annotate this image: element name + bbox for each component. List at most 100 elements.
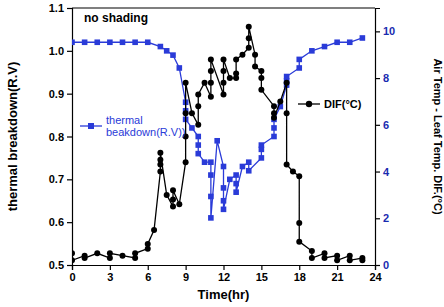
data-point — [195, 122, 201, 128]
tick-mark — [186, 265, 187, 270]
tick: 4 — [375, 166, 390, 178]
tick-mark — [261, 265, 262, 270]
data-point — [195, 91, 201, 97]
tick-mark — [375, 125, 380, 126]
tick-label: 12 — [218, 271, 230, 283]
data-point — [183, 159, 189, 165]
data-point — [259, 155, 265, 161]
tick: 1.1 — [49, 2, 72, 14]
plot-area: 036912151821240.50.60.70.80.91.01.102468… — [49, 2, 396, 283]
data-point — [221, 207, 227, 213]
tick-label: 18 — [294, 271, 306, 283]
data-point — [208, 172, 214, 178]
tick-label: 0.9 — [49, 88, 64, 100]
data-point — [227, 75, 233, 81]
tick-label: 15 — [256, 271, 268, 283]
data-point — [208, 68, 214, 74]
legend-item: DIF(°C) — [298, 98, 362, 110]
data-point — [296, 239, 302, 245]
tick-label: 24 — [369, 271, 382, 283]
data-point — [221, 164, 227, 170]
tick: 18 — [294, 265, 306, 283]
data-point — [120, 253, 126, 259]
tick-mark — [67, 179, 72, 180]
data-point — [189, 110, 195, 116]
data-point — [221, 80, 227, 86]
tick-mark — [375, 171, 380, 172]
tick-mark — [375, 265, 380, 266]
data-point — [221, 68, 227, 74]
tick: 0.7 — [49, 173, 72, 185]
data-point — [145, 39, 151, 45]
data-point — [233, 189, 239, 195]
data-point — [258, 68, 264, 74]
tick-label: 9 — [183, 271, 189, 283]
data-point — [82, 255, 88, 261]
data-point — [246, 45, 252, 51]
data-point — [221, 198, 227, 204]
data-point — [252, 63, 258, 69]
tick: 9 — [183, 265, 189, 283]
data-point — [195, 103, 201, 109]
data-point — [360, 35, 366, 41]
x-axis-line — [73, 266, 376, 271]
data-point — [239, 52, 245, 58]
data-point — [296, 57, 302, 63]
tick-label: 0.7 — [49, 173, 64, 185]
data-point — [170, 187, 176, 193]
data-point — [72, 250, 75, 256]
tick-mark — [375, 31, 380, 32]
tick: 6 — [375, 119, 389, 131]
data-point — [195, 142, 201, 148]
data-layer — [72, 24, 365, 264]
data-point — [221, 185, 227, 191]
data-point — [208, 194, 214, 200]
data-point — [284, 74, 290, 80]
tick: 12 — [218, 265, 230, 283]
data-point — [284, 162, 290, 168]
tick-label: 10 — [383, 25, 395, 37]
tick-mark — [67, 51, 72, 52]
tick-label: 6 — [145, 271, 151, 283]
data-point — [309, 48, 315, 54]
data-point — [195, 151, 201, 157]
tick: 0.6 — [49, 216, 72, 228]
data-point — [189, 125, 195, 131]
y2-axis-line — [376, 9, 381, 266]
series-line — [72, 38, 362, 218]
data-point — [72, 257, 75, 263]
data-point — [170, 197, 176, 203]
tick-label: 1.1 — [49, 2, 64, 14]
data-point — [164, 192, 170, 198]
legend-marker — [88, 123, 94, 129]
data-point — [94, 39, 100, 45]
tick: 21 — [332, 265, 344, 283]
data-point — [233, 181, 239, 187]
data-point — [132, 250, 138, 256]
data-point — [259, 142, 265, 148]
y-axis: 0.50.60.70.80.91.01.1 — [49, 2, 73, 271]
data-point — [202, 80, 208, 86]
tick-label: 6 — [383, 119, 389, 131]
tick-label: 0 — [69, 271, 75, 283]
data-point — [309, 255, 315, 261]
tick: 24 — [369, 265, 382, 283]
data-point — [202, 159, 208, 165]
data-point — [290, 169, 296, 175]
tick-mark — [148, 265, 149, 270]
tick: 0 — [375, 259, 389, 271]
data-point — [322, 44, 328, 50]
data-point — [284, 80, 290, 86]
data-point — [309, 248, 315, 254]
data-point — [240, 164, 246, 170]
data-point — [208, 80, 214, 86]
data-point — [347, 257, 353, 263]
tick: 0.9 — [49, 88, 72, 100]
data-point — [347, 39, 353, 45]
tick: 1.0 — [49, 45, 72, 57]
tick-label: 0.8 — [49, 131, 64, 143]
data-point — [151, 227, 157, 233]
data-point — [183, 110, 189, 116]
tick: 0 — [69, 265, 75, 283]
tick-mark — [375, 218, 380, 219]
